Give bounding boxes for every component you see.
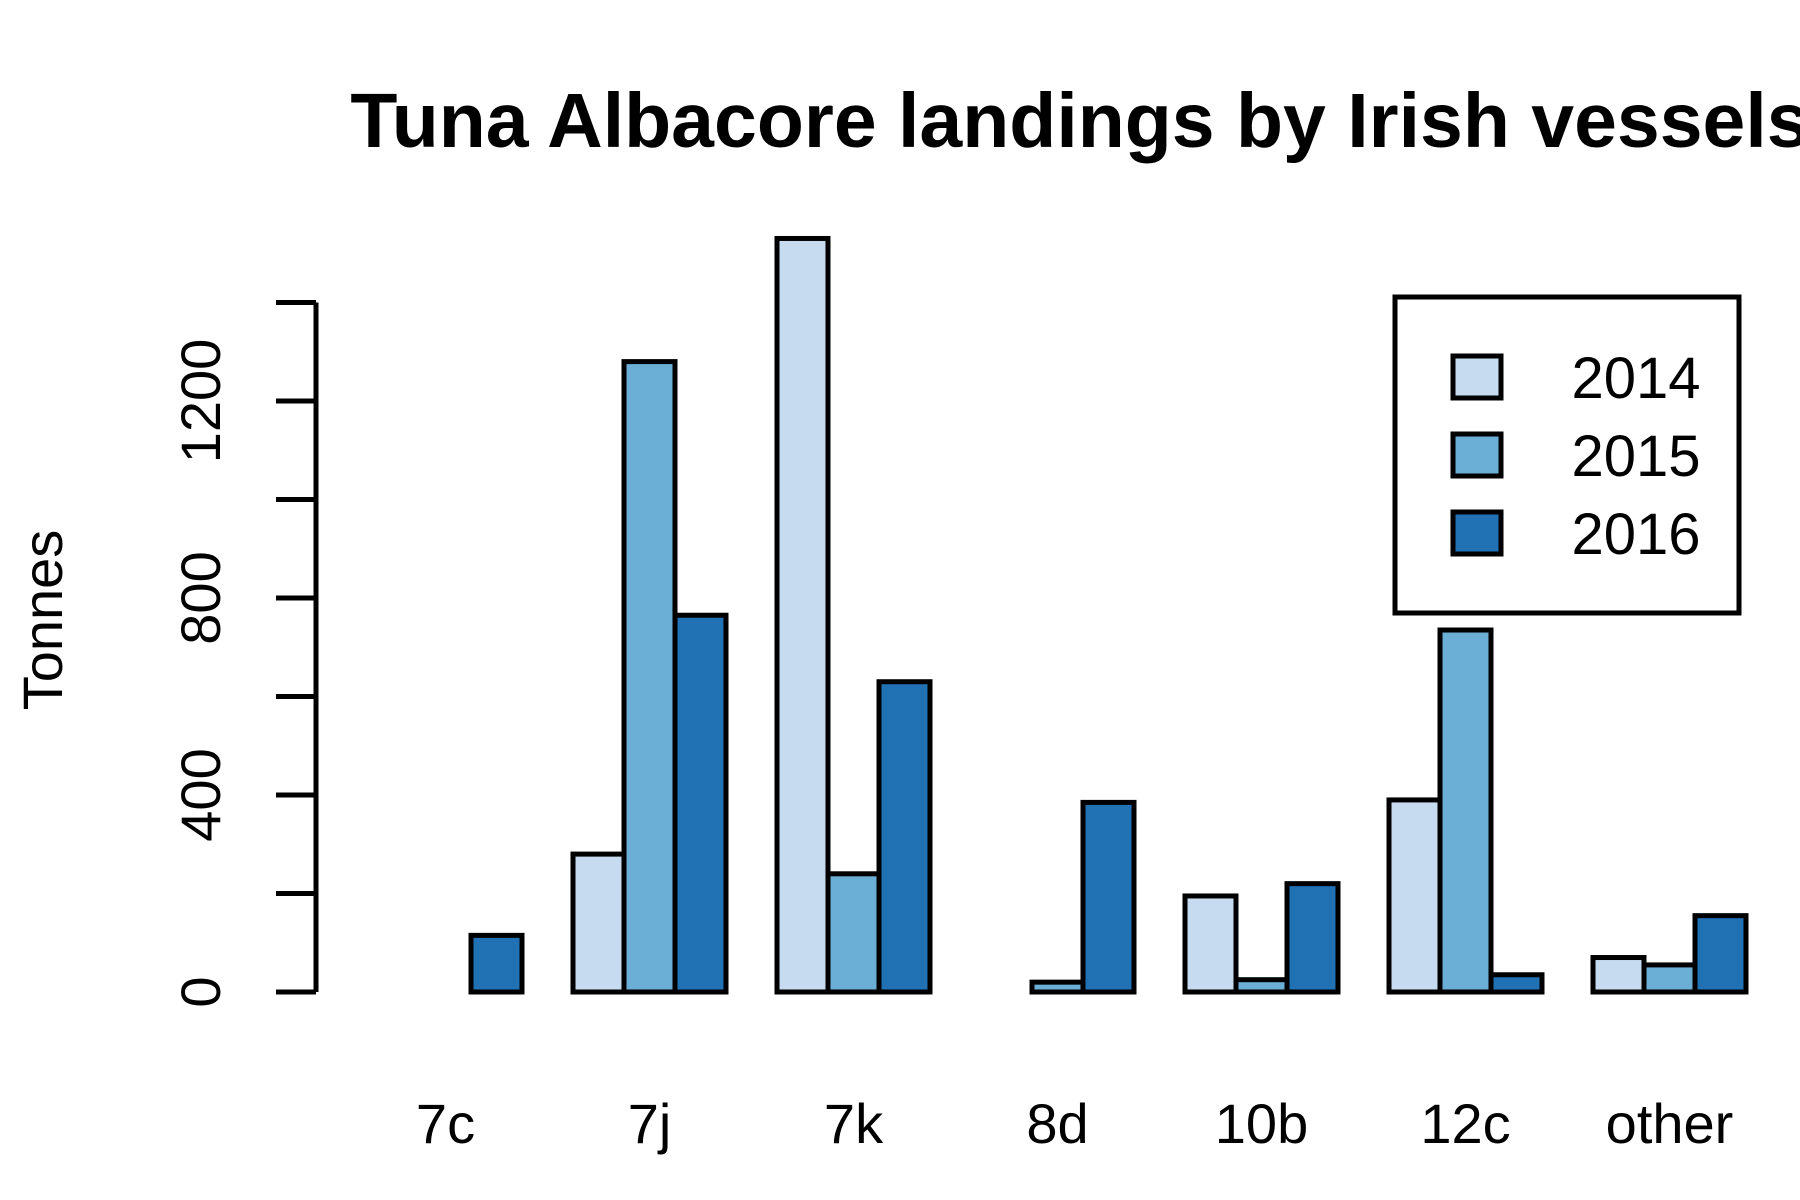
bar-7k-2015: [825, 871, 882, 995]
x-axis-labels: 7c 7j 7k 8d 10b 12c other: [416, 1092, 1733, 1155]
y-tick-label: 400: [169, 748, 232, 841]
legend: 2014 2015 2016: [1392, 294, 1742, 616]
legend-swatch: [1450, 353, 1504, 401]
y-axis-label: Tonnes: [11, 530, 74, 711]
bar-7j-2015: [621, 359, 678, 995]
bar-10b-2014: [1182, 893, 1239, 995]
x-tick-label: 8d: [1026, 1092, 1088, 1155]
y-tick-label: 0: [169, 976, 232, 1007]
legend-swatch: [1450, 509, 1504, 557]
bar-12c-2015: [1437, 627, 1494, 995]
y-axis: 0 400 800 1200: [169, 300, 319, 1008]
bar-7j-2014: [570, 851, 627, 995]
x-tick-label: 7k: [824, 1092, 884, 1155]
bar-8d-2015: [1029, 979, 1086, 995]
x-tick-label: other: [1606, 1092, 1734, 1155]
x-tick-label: 10b: [1215, 1092, 1308, 1155]
chart-title: Tuna Albacore landings by Irish vessels: [350, 78, 1800, 164]
legend-label: 2014: [1571, 346, 1700, 411]
x-tick-label: 12c: [1420, 1092, 1510, 1155]
legend-swatch: [1450, 431, 1504, 479]
x-tick-label: 7j: [628, 1092, 672, 1155]
x-tick-label: 7c: [416, 1092, 475, 1155]
y-tick-label: 1200: [169, 339, 232, 464]
bar-other-2015: [1641, 962, 1698, 995]
bar-10b-2016: [1284, 881, 1341, 995]
bar-8d-2016: [1080, 799, 1137, 995]
bar-7k-2016: [876, 679, 933, 995]
bar-7j-2016: [672, 612, 729, 995]
y-tick-label: 800: [169, 551, 232, 644]
bar-other-2014: [1590, 955, 1647, 995]
bar-12c-2016: [1488, 972, 1545, 995]
bar-12c-2014: [1386, 797, 1443, 995]
bars: [468, 235, 1749, 995]
bar-other-2016: [1692, 913, 1749, 995]
legend-label: 2016: [1571, 502, 1700, 567]
bar-10b-2015: [1233, 977, 1290, 995]
legend-label: 2015: [1571, 424, 1700, 489]
bar-7k-2014: [774, 235, 831, 995]
bar-7c-2016: [468, 932, 525, 995]
